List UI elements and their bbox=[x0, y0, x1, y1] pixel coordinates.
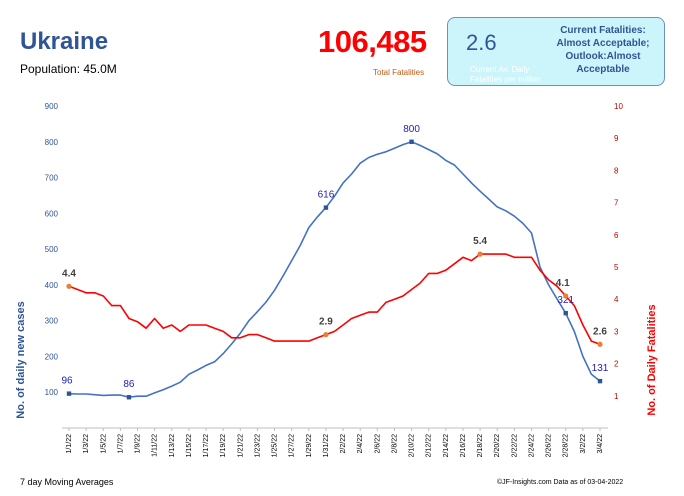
y-tick-label: 900 bbox=[45, 102, 59, 111]
x-tick-label: 2/10/22 bbox=[409, 434, 416, 457]
y-axis-title: No. of daily new cases bbox=[15, 301, 27, 418]
fatalities-data-point bbox=[66, 283, 72, 289]
y2-axis-title: No. of Daily Fatalities bbox=[646, 304, 658, 415]
x-tick-label: 1/21/22 bbox=[237, 434, 244, 457]
y2-tick-label: 2 bbox=[614, 360, 619, 369]
x-tick-label: 1/11/22 bbox=[152, 434, 159, 457]
x-tick-label: 2/28/22 bbox=[563, 434, 570, 457]
y2-tick-label: 8 bbox=[614, 166, 619, 175]
y-tick-label: 300 bbox=[45, 317, 59, 326]
y-tick-label: 200 bbox=[45, 352, 59, 361]
x-tick-label: 1/15/22 bbox=[186, 434, 193, 457]
x-tick-label: 1/23/22 bbox=[254, 434, 261, 457]
y2-tick-label: 5 bbox=[614, 263, 619, 272]
total-fatalities-value: 106,485 bbox=[318, 24, 427, 59]
fatalities-data-label: 2.9 bbox=[319, 317, 333, 328]
x-tick-label: 2/22/22 bbox=[511, 434, 518, 457]
y-tick-label: 800 bbox=[45, 138, 59, 147]
x-tick-label: 1/9/22 bbox=[135, 434, 142, 454]
avg-daily-fatalities-label: Current Av. Daily Fatalities per million bbox=[470, 65, 541, 84]
y2-tick-label: 7 bbox=[614, 199, 619, 208]
y-tick-label: 500 bbox=[45, 245, 59, 254]
y-tick-label: 400 bbox=[45, 281, 59, 290]
x-tick-label: 1/13/22 bbox=[169, 434, 176, 457]
y-tick-label: 600 bbox=[45, 209, 59, 218]
cases-data-label: 321 bbox=[557, 295, 574, 306]
fatalities-data-point bbox=[563, 293, 569, 299]
x-tick-label: 1/3/22 bbox=[83, 434, 90, 454]
footer-note: 7 day Moving Averages bbox=[20, 477, 114, 487]
total-fatalities-label: Total Fatalities bbox=[373, 68, 425, 77]
cases-data-point bbox=[597, 378, 603, 384]
fatalities-data-point bbox=[477, 251, 483, 257]
cases-data-label: 800 bbox=[403, 124, 420, 135]
fatalities-data-label: 5.4 bbox=[473, 236, 487, 247]
cases-data-point bbox=[323, 205, 329, 210]
x-tick-label: 2/24/22 bbox=[528, 434, 535, 457]
cases-data-label: 86 bbox=[123, 379, 135, 390]
y2-tick-label: 9 bbox=[614, 134, 619, 143]
x-tick-label: 2/8/22 bbox=[391, 434, 398, 454]
cases-data-point bbox=[66, 391, 72, 396]
cases-series-line bbox=[68, 141, 601, 399]
x-tick-label: 1/7/22 bbox=[117, 434, 124, 454]
population-label: Population: 45.0M bbox=[20, 62, 117, 76]
x-tick-label: 2/6/22 bbox=[374, 434, 381, 454]
cases-data-point bbox=[409, 139, 414, 144]
x-tick-label: 1/29/22 bbox=[306, 434, 313, 457]
fatalities-data-label: 4.1 bbox=[556, 278, 570, 289]
cases-data-label: 616 bbox=[318, 190, 335, 201]
x-tick-label: 1/31/22 bbox=[323, 434, 330, 457]
x-tick-label: 2/12/22 bbox=[426, 434, 433, 457]
country-title: Ukraine bbox=[20, 28, 109, 55]
x-tick-label: 1/17/22 bbox=[203, 434, 210, 457]
cases-data-point bbox=[126, 395, 132, 400]
x-tick-label: 3/2/22 bbox=[580, 434, 587, 454]
cases-data-label: 131 bbox=[592, 363, 609, 374]
y2-tick-label: 10 bbox=[614, 102, 623, 111]
x-tick-label: 2/20/22 bbox=[494, 434, 501, 457]
y2-tick-label: 4 bbox=[614, 295, 619, 304]
x-tick-label: 1/1/22 bbox=[66, 434, 73, 454]
fatalities-data-point bbox=[597, 341, 603, 347]
y2-tick-label: 1 bbox=[614, 392, 619, 401]
fatalities-data-label: 2.6 bbox=[593, 326, 607, 337]
x-tick-label: 3/4/22 bbox=[597, 434, 604, 454]
avg-daily-fatalities-value: 2.6 bbox=[466, 30, 497, 55]
fatalities-data-label: 4.4 bbox=[62, 268, 76, 279]
status-info-box: 2.6 Current Av. Daily Fatalities per mil… bbox=[447, 17, 665, 86]
x-tick-label: 2/14/22 bbox=[443, 434, 450, 457]
x-tick-label: 1/25/22 bbox=[272, 434, 279, 457]
x-tick-label: 2/16/22 bbox=[460, 434, 467, 457]
x-tick-label: 2/2/22 bbox=[340, 434, 347, 454]
fatalities-status-text: Current Fatalities: Almost Acceptable; O… bbox=[556, 25, 650, 75]
footer-credit: ©JF-Insights.com Data as of 03-04-2022 bbox=[497, 479, 624, 486]
x-tick-label: 1/19/22 bbox=[220, 434, 227, 457]
x-tick-label: 2/26/22 bbox=[546, 434, 553, 457]
x-tick-label: 2/18/22 bbox=[477, 434, 484, 457]
x-tick-label: 1/5/22 bbox=[100, 434, 107, 454]
x-tick-label: 1/27/22 bbox=[289, 434, 296, 457]
y-tick-label: 700 bbox=[45, 174, 59, 183]
y2-tick-label: 6 bbox=[614, 231, 619, 240]
x-tick-label: 2/4/22 bbox=[357, 434, 364, 454]
y-tick-label: 100 bbox=[45, 388, 59, 397]
y2-tick-label: 3 bbox=[614, 327, 619, 336]
fatalities-series-line bbox=[68, 253, 601, 346]
cases-data-point bbox=[563, 310, 568, 316]
fatalities-data-point bbox=[323, 332, 329, 338]
cases-data-label: 96 bbox=[61, 376, 73, 387]
